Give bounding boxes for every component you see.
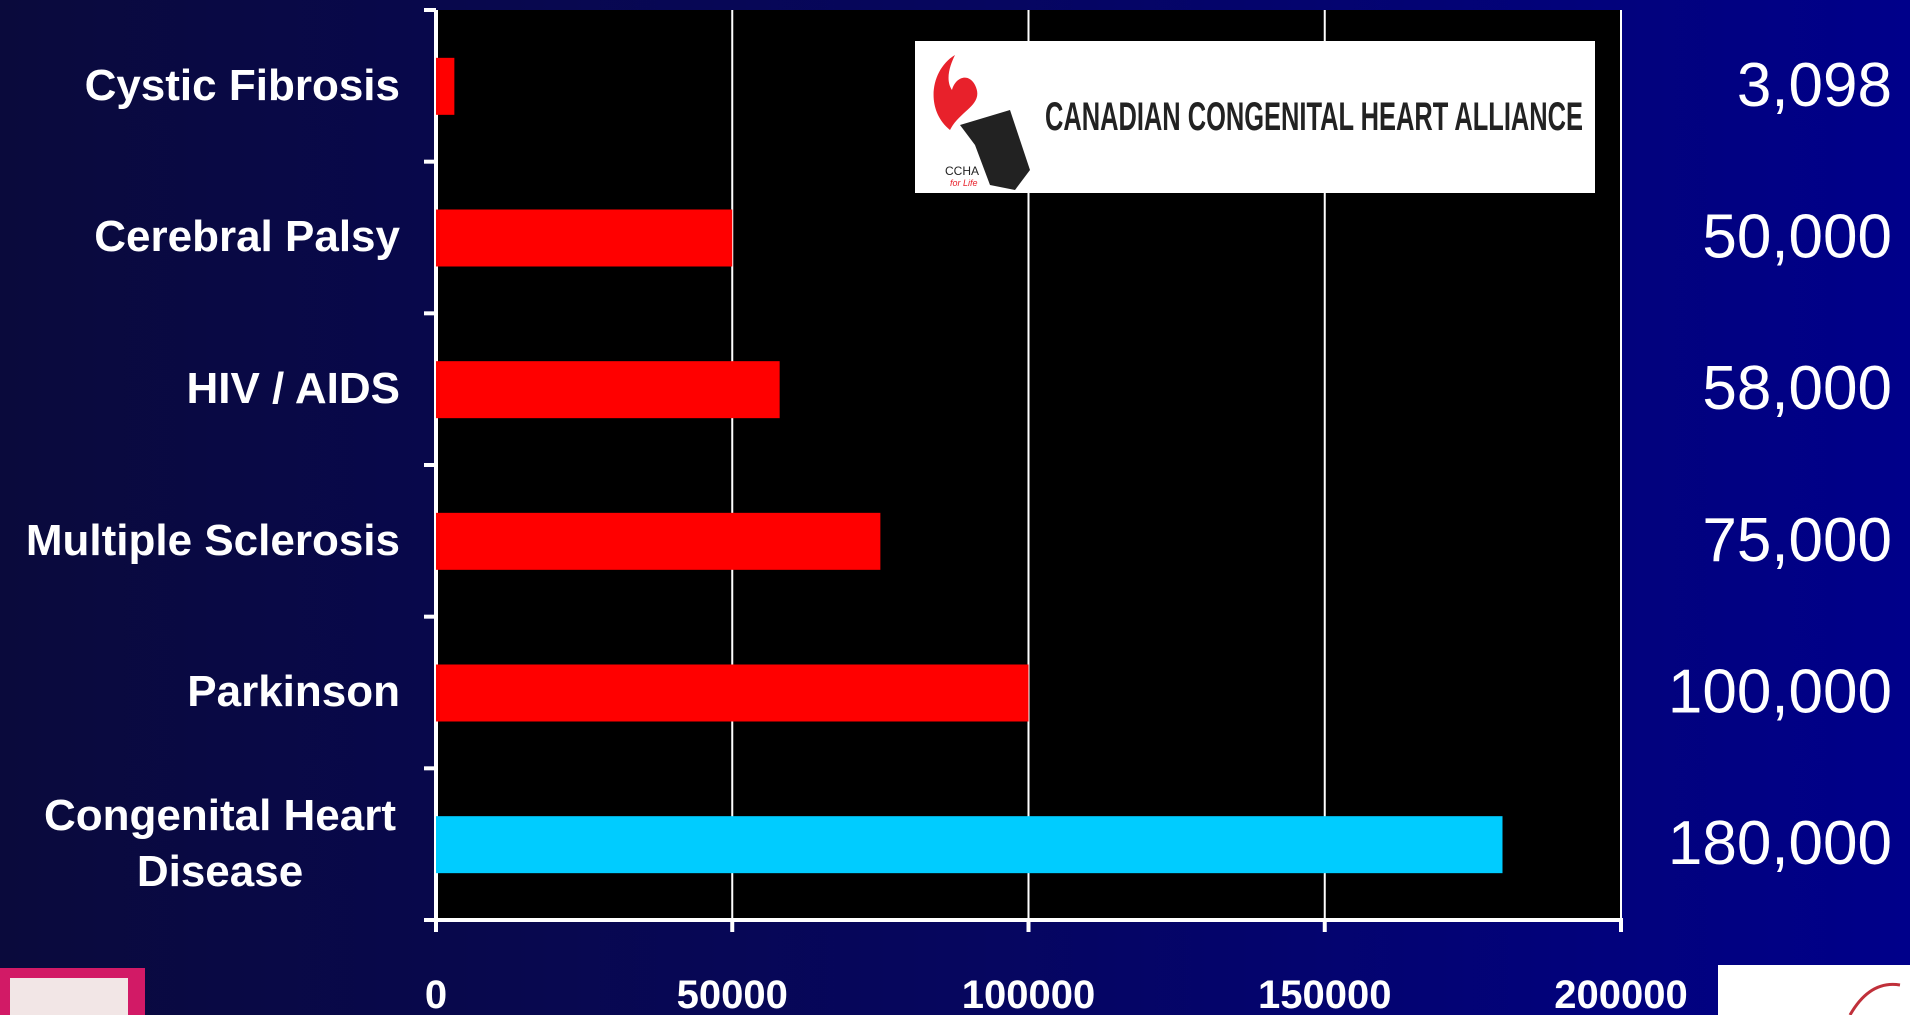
bar <box>436 665 1029 722</box>
value-label: 58,000 <box>1702 354 1892 423</box>
logo-text: CANADIAN CONGENITAL HEART ALLIANCE <box>1045 95 1583 139</box>
corner-logo <box>1718 965 1910 1015</box>
value-label: 50,000 <box>1702 203 1892 272</box>
logo-abbrev: CCHA <box>945 164 979 178</box>
category-label: Parkinson <box>0 617 400 769</box>
corner-image-inner <box>10 978 128 1015</box>
category-text: Cystic Fibrosis <box>85 58 400 114</box>
category-text: Congenital Heart Disease <box>0 788 440 900</box>
category-label: Multiple Sclerosis <box>0 465 400 617</box>
value-label: 3,098 <box>1737 51 1892 120</box>
value-label: 100,000 <box>1668 658 1892 727</box>
x-tick-label: 200000 <box>1554 973 1687 1015</box>
category-label: HIV / AIDS <box>0 313 400 465</box>
logo: CANADIAN CONGENITAL HEART ALLIANCE CCHAfo… <box>915 41 1595 193</box>
category-text: Parkinson <box>187 664 400 720</box>
value-label: 75,000 <box>1702 506 1892 575</box>
bar <box>436 816 1503 873</box>
value-label: 180,000 <box>1668 809 1892 878</box>
category-label: Congenital Heart Disease <box>0 768 440 920</box>
category-text: HIV / AIDS <box>186 361 400 417</box>
x-tick-label: 0 <box>425 973 447 1015</box>
category-label: Cystic Fibrosis <box>0 10 400 162</box>
bar <box>436 513 880 570</box>
x-tick-label: 100000 <box>962 973 1095 1015</box>
bar <box>436 210 732 267</box>
x-tick-label: 150000 <box>1258 973 1391 1015</box>
category-label: Cerebral Palsy <box>0 162 400 314</box>
slide: 0 50000 100000 150000 200000 3,098 50,000 58,00… <box>0 0 1910 1015</box>
bar <box>436 361 780 418</box>
bar <box>436 58 454 115</box>
category-text: Cerebral Palsy <box>94 209 400 265</box>
logo-tagline: for Life <box>950 178 978 188</box>
x-tick-label: 50000 <box>677 973 788 1015</box>
category-text: Multiple Sclerosis <box>26 513 400 569</box>
